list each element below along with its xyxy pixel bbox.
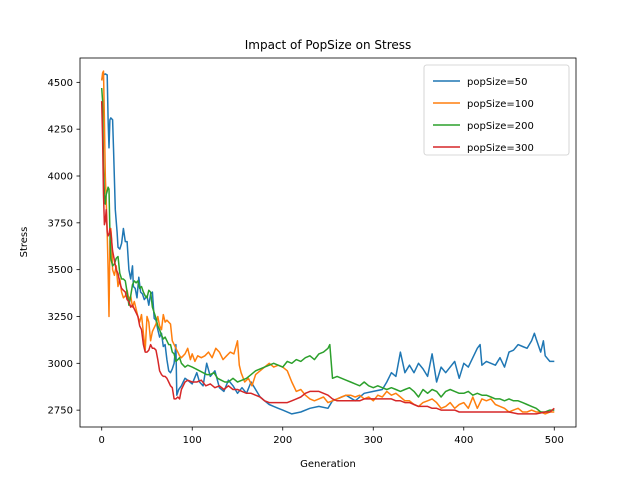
y-tick-label: 3000 — [48, 359, 73, 370]
y-axis: 2750 3000 3250 3500 3750 4000 4250 4500 — [48, 78, 80, 417]
legend-label-0: popSize=50 — [467, 77, 527, 88]
x-axis-label: Generation — [300, 459, 356, 470]
y-tick-label: 4000 — [48, 172, 73, 183]
plot-frame — [79, 57, 577, 428]
y-tick-label: 3250 — [48, 312, 73, 323]
x-tick-label: 100 — [183, 435, 202, 446]
y-tick-label: 3750 — [48, 218, 73, 229]
x-tick-label: 500 — [545, 435, 564, 446]
legend: popSize=50 popSize=100 popSize=200 popSize=… — [423, 64, 570, 156]
y-tick-label: 4250 — [48, 125, 73, 136]
x-tick-label: 300 — [364, 435, 383, 446]
legend-label-1: popSize=100 — [467, 99, 534, 110]
series-line-3 — [100, 101, 555, 415]
x-axis: 0 100 200 300 400 500 — [99, 427, 564, 446]
legend-label-3: popSize=300 — [467, 143, 534, 154]
series-line-0 — [100, 73, 555, 415]
y-axis-label: Stress — [19, 227, 30, 258]
x-tick-label: 400 — [454, 435, 473, 446]
legend-box — [423, 64, 570, 156]
legend-label-2: popSize=200 — [467, 121, 534, 132]
y-tick-label: 3500 — [48, 265, 73, 276]
x-tick-label: 200 — [273, 435, 292, 446]
series-line-2 — [100, 87, 555, 413]
x-tick-label: 0 — [99, 435, 105, 446]
y-tick-label: 4500 — [48, 78, 73, 89]
chart-title: Impact of PopSize on Stress — [245, 38, 412, 52]
series-layer — [100, 70, 555, 415]
y-tick-label: 2750 — [48, 406, 73, 417]
